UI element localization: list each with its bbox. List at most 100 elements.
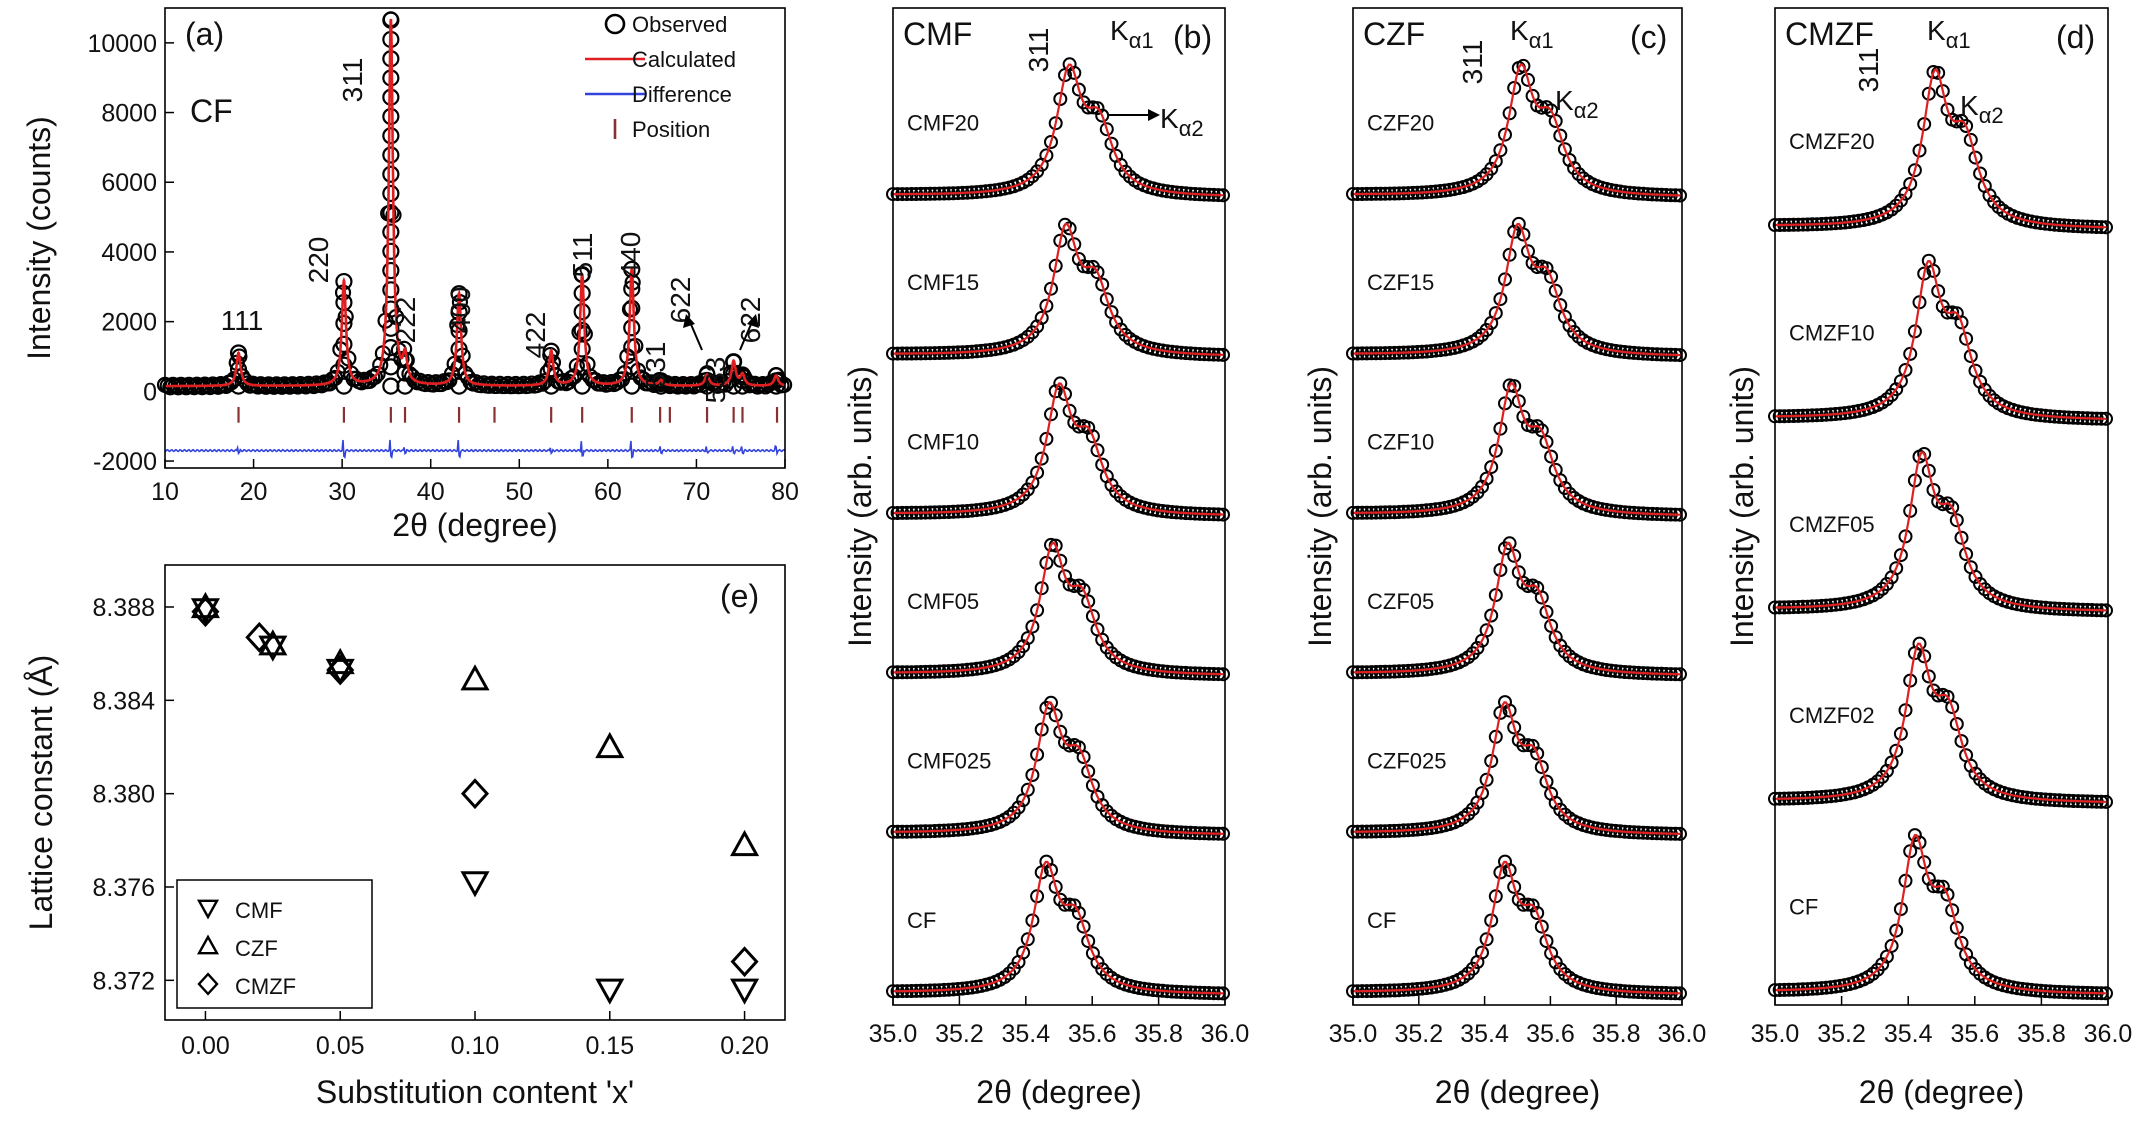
x-tick-label: 0.00 <box>181 1032 230 1060</box>
observed-point <box>1912 835 1927 850</box>
observed-point <box>1521 244 1535 259</box>
observed-point <box>1479 623 1494 638</box>
observed-point <box>1081 594 1096 609</box>
observed-point <box>1921 871 1936 886</box>
x-tick-label: 35.2 <box>1394 1020 1443 1048</box>
observed-point <box>1085 609 1100 624</box>
observed-point <box>1048 879 1063 894</box>
plot-frame <box>164 7 786 469</box>
x-tick-label: 0.15 <box>585 1032 634 1060</box>
series-label: CZF <box>1363 16 1425 52</box>
observed-point <box>1071 82 1086 97</box>
trace-cmzf05: CMZF05 <box>1768 447 2113 618</box>
observed-point <box>1081 934 1096 949</box>
observed-point <box>1875 957 1890 972</box>
observed-point <box>1893 548 1908 563</box>
trace-czf15: CZF15 <box>1346 216 1687 363</box>
observed-point <box>1034 451 1049 466</box>
observed-point <box>573 358 591 377</box>
observed-point <box>1020 782 1035 797</box>
observed-point <box>1475 786 1489 801</box>
observed-point <box>1095 277 1110 292</box>
fit-line <box>1775 68 2107 229</box>
series-cmzf <box>191 596 759 978</box>
observed-point <box>1071 252 1086 266</box>
observed-point <box>396 377 414 395</box>
observed-point <box>335 356 353 374</box>
observed-point <box>1109 484 1124 499</box>
observed-point <box>1488 443 1503 458</box>
trace-label: CZF05 <box>1367 589 1434 614</box>
observed-point <box>573 377 591 395</box>
observed-point <box>382 146 400 164</box>
observed-point <box>1926 263 1941 278</box>
observed-point <box>382 319 400 337</box>
observed-point <box>1954 935 1969 950</box>
series-label: CMF <box>903 16 972 52</box>
observed-point <box>1534 590 1549 605</box>
legend-item <box>196 934 220 955</box>
observed-point <box>1553 298 1568 313</box>
y-tick-label: 8.376 <box>92 874 155 902</box>
observed-point <box>573 340 591 358</box>
trace-czf20: CZF20 <box>1346 58 1687 203</box>
observed-series <box>886 217 1230 362</box>
trace-label: CZF20 <box>1367 111 1434 136</box>
observed-point <box>767 372 785 390</box>
x-tick-label: 35.2 <box>1817 1020 1866 1048</box>
observed-point <box>1907 163 1922 178</box>
observed-point <box>1889 561 1904 576</box>
observed-point <box>1020 482 1035 497</box>
observed-point <box>1030 747 1045 762</box>
observed-point <box>542 360 560 378</box>
observed-point <box>1982 388 1997 403</box>
x-tick-label: 36.0 <box>1201 1020 1250 1048</box>
trace-czf10: CZF10 <box>1346 378 1687 522</box>
x-tick-label: 35.2 <box>935 1020 984 1048</box>
observed-point <box>229 377 248 395</box>
peak-label: 311 <box>337 58 368 103</box>
observed-point <box>1889 743 1904 758</box>
observed-point <box>1898 529 1913 544</box>
data-point <box>326 654 355 686</box>
fit-line <box>893 222 1224 356</box>
fit-line <box>1353 541 1681 676</box>
fit-line <box>1775 259 2107 420</box>
observed-point <box>1917 855 1932 870</box>
observed-point <box>1557 644 1572 659</box>
observed-point <box>1889 923 1904 938</box>
observed-point <box>1479 932 1494 947</box>
observed-point <box>1968 962 1983 977</box>
observed-point <box>1548 283 1563 298</box>
observed-point <box>1076 582 1091 597</box>
y-tick-label: 8.388 <box>92 594 155 622</box>
y-axis-title: Intensity (counts) <box>21 116 57 360</box>
observed-point <box>382 358 400 376</box>
observed-point <box>1044 135 1058 149</box>
trace-cf: CF <box>1768 828 2113 1001</box>
data-point <box>460 871 490 898</box>
observed-point <box>1917 649 1932 664</box>
observed-point <box>1044 537 1058 552</box>
observed-point <box>1870 774 1885 789</box>
observed-point <box>1067 415 1082 430</box>
panel-b: CMF20 CMF15 CMF10 CMF05 CMF025 CF 35.0 35.2 35.4… <box>842 7 1250 1110</box>
observed-point <box>1507 720 1522 735</box>
legend-item <box>196 899 220 920</box>
observed-point <box>1030 465 1045 480</box>
x-tick-label: 35.8 <box>1592 1020 1641 1048</box>
observed-point <box>450 322 468 340</box>
observed-point <box>1534 919 1549 934</box>
observed-point <box>1076 750 1091 764</box>
trace-cf: CF <box>1346 854 1687 1001</box>
observed-point <box>1935 84 1950 99</box>
observed-point <box>1099 804 1114 819</box>
x-tick-label: 80 <box>771 478 799 506</box>
observed-point <box>652 372 670 390</box>
observed-point <box>1062 403 1077 418</box>
fit-line <box>1353 63 1681 197</box>
y-axis-title: Intensity (arb. units) <box>842 366 878 647</box>
peak-label: 311 <box>1023 28 1054 73</box>
data-point <box>460 778 490 810</box>
observed-point <box>335 377 353 395</box>
